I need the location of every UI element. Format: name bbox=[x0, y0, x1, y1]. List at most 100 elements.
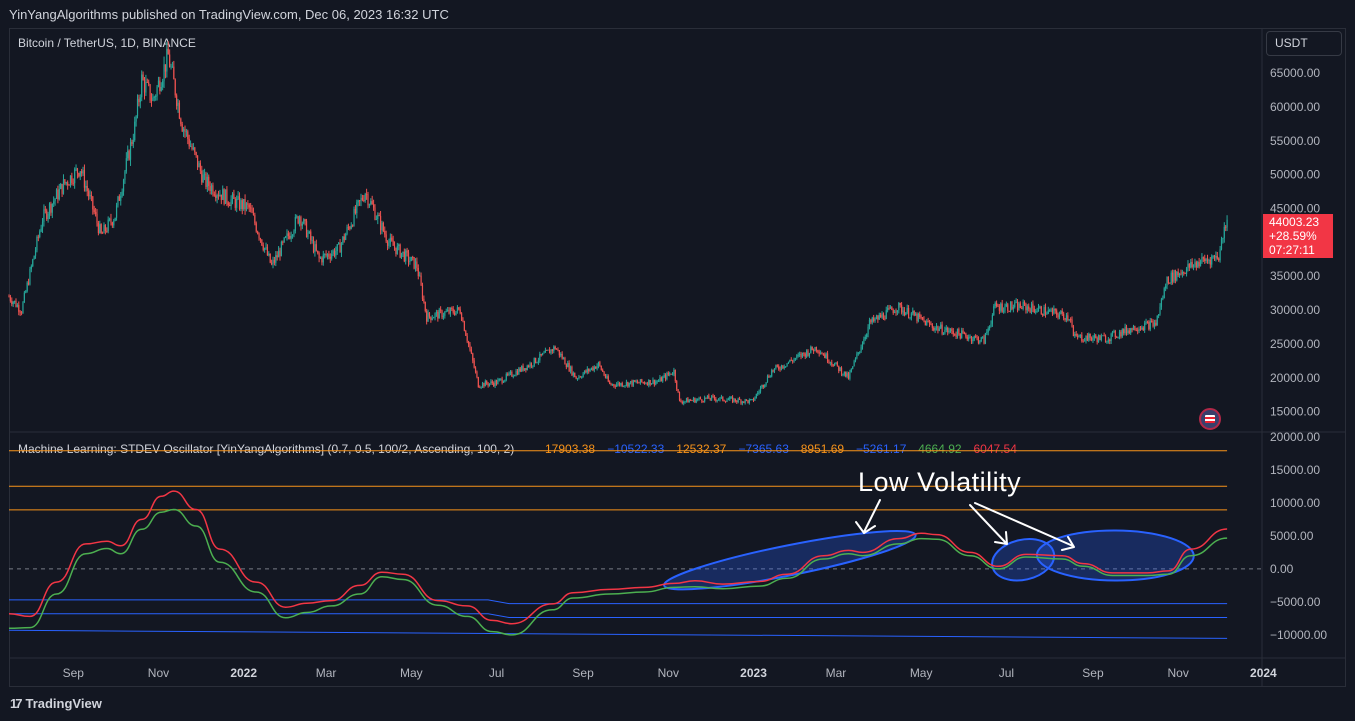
candle bbox=[741, 400, 743, 406]
candle bbox=[509, 370, 512, 376]
candle bbox=[797, 352, 799, 358]
candle bbox=[555, 348, 558, 350]
candle bbox=[25, 289, 27, 294]
candle bbox=[69, 175, 72, 188]
candle bbox=[998, 304, 1000, 315]
candle bbox=[469, 342, 471, 352]
candle bbox=[1093, 333, 1095, 341]
candle bbox=[177, 98, 179, 113]
candle bbox=[839, 366, 841, 372]
candle bbox=[843, 371, 845, 377]
candle bbox=[1156, 315, 1158, 326]
candle bbox=[419, 271, 421, 277]
symbol-title[interactable]: Bitcoin / TetherUS, 1D, BINANCE bbox=[18, 36, 196, 50]
time-axis[interactable]: Sep Nov 2022 Mar May Jul Sep Nov 2023 Mar May Jul Se… bbox=[63, 666, 1277, 680]
candle bbox=[680, 398, 682, 403]
candle bbox=[838, 365, 840, 374]
us-flag-icon[interactable] bbox=[1199, 408, 1221, 430]
indicator-title[interactable]: Machine Learning: STDEV Oscillator [YinY… bbox=[18, 442, 514, 456]
candle bbox=[1035, 309, 1037, 315]
candle bbox=[1135, 327, 1137, 332]
oscillator-axis[interactable]: 20000.00 15000.00 10000.00 5000.00 0.00 −5000… bbox=[1270, 430, 1327, 642]
candle bbox=[238, 192, 241, 211]
candle bbox=[153, 95, 155, 102]
candle bbox=[307, 229, 309, 240]
candle bbox=[96, 209, 98, 227]
candle bbox=[652, 377, 654, 385]
candle bbox=[315, 239, 317, 252]
candle bbox=[467, 340, 470, 348]
time-tick-label: Jul bbox=[999, 666, 1014, 680]
candle bbox=[910, 312, 912, 321]
candle bbox=[603, 371, 605, 377]
candle bbox=[632, 379, 635, 387]
candle bbox=[740, 399, 742, 405]
candle bbox=[321, 256, 323, 266]
candle bbox=[378, 212, 380, 217]
candle bbox=[715, 396, 717, 403]
candle bbox=[1167, 276, 1170, 285]
candle bbox=[338, 241, 340, 245]
last-price-tag: 44003.23 +28.59% 07:27:11 bbox=[1263, 214, 1333, 258]
candle bbox=[428, 312, 431, 319]
candle bbox=[125, 152, 127, 174]
candle bbox=[176, 93, 178, 110]
candle bbox=[528, 364, 530, 368]
candle bbox=[217, 190, 220, 200]
candle bbox=[89, 189, 91, 200]
candle bbox=[455, 311, 457, 316]
tradingview-logo[interactable]: 17 TradingView bbox=[10, 696, 102, 711]
candle bbox=[1012, 304, 1014, 313]
candle bbox=[641, 378, 643, 383]
candle bbox=[643, 381, 646, 385]
candle bbox=[582, 372, 584, 378]
candle bbox=[1005, 301, 1007, 308]
currency-button[interactable]: USDT bbox=[1266, 31, 1342, 56]
candle bbox=[600, 365, 602, 371]
candle bbox=[216, 193, 218, 204]
candle bbox=[610, 382, 612, 386]
candle bbox=[854, 357, 857, 363]
candle bbox=[1191, 258, 1193, 269]
candle bbox=[634, 379, 636, 383]
candle bbox=[846, 371, 848, 379]
indicator-legend[interactable]: Machine Learning: STDEV Oscillator [YinY… bbox=[18, 442, 1017, 456]
candle bbox=[831, 359, 833, 367]
candle bbox=[761, 384, 763, 389]
candle bbox=[1195, 260, 1197, 271]
candle bbox=[345, 232, 347, 241]
candle bbox=[277, 246, 280, 258]
candle bbox=[466, 333, 468, 344]
candle bbox=[257, 230, 259, 235]
candle bbox=[924, 320, 926, 326]
candle bbox=[1029, 307, 1031, 314]
time-tick-label: May bbox=[910, 666, 933, 680]
candle bbox=[684, 400, 686, 404]
candle bbox=[1057, 312, 1059, 320]
candle bbox=[470, 346, 472, 355]
candle bbox=[875, 314, 878, 320]
legend-value: −7365.63 bbox=[739, 442, 790, 456]
candle bbox=[57, 185, 59, 204]
candle bbox=[255, 221, 257, 233]
candle bbox=[500, 378, 502, 381]
candle bbox=[941, 321, 943, 336]
candle bbox=[1124, 323, 1126, 336]
candle bbox=[574, 372, 576, 378]
candle bbox=[505, 372, 507, 382]
candle bbox=[1181, 269, 1183, 278]
candle bbox=[311, 236, 313, 244]
candle bbox=[968, 334, 970, 342]
legend-value: 17903.38 bbox=[545, 442, 595, 456]
candle bbox=[778, 364, 780, 371]
candle bbox=[136, 94, 139, 119]
candle bbox=[604, 373, 607, 379]
annotation-arrows bbox=[855, 499, 1075, 551]
candle bbox=[1177, 268, 1179, 278]
candle bbox=[666, 371, 668, 381]
osc-tick-label: 15000.00 bbox=[1270, 463, 1320, 477]
candle bbox=[20, 310, 23, 316]
candle bbox=[1058, 311, 1061, 320]
candle bbox=[487, 382, 489, 388]
